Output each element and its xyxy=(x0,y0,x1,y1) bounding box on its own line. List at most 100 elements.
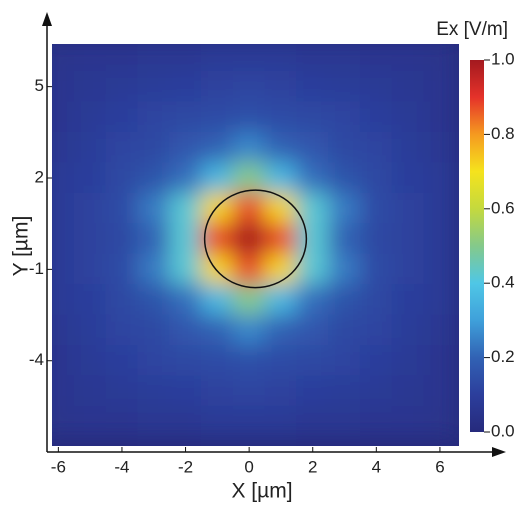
heatmap-cell xyxy=(391,70,425,103)
heatmap-cell xyxy=(423,223,457,255)
heatmap-cell xyxy=(423,192,457,225)
heatmap-cell xyxy=(169,192,202,225)
x-axis-label: X [µm] xyxy=(231,480,292,503)
heatmap-cell xyxy=(359,253,393,286)
heatmap-cell xyxy=(391,131,425,164)
heatmap-cell xyxy=(73,192,107,225)
heatmap-cell xyxy=(200,131,234,164)
x-tick-label: -4 xyxy=(114,457,129,476)
heatmap-cell xyxy=(391,44,425,72)
heatmap xyxy=(52,44,457,438)
heatmap-cell xyxy=(391,253,425,286)
heatmap-cell xyxy=(328,101,361,133)
colorbar-title: Ex [V/m] xyxy=(436,19,508,40)
heatmap-cell xyxy=(73,405,107,438)
heatmap-cell xyxy=(137,192,171,225)
heatmap-cell xyxy=(232,345,266,377)
x-axis-arrow xyxy=(492,447,506,457)
heatmap-cell xyxy=(264,162,298,194)
heatmap-cell xyxy=(105,101,139,133)
heatmap-cell xyxy=(359,70,393,103)
heatmap-cell xyxy=(200,314,234,346)
heatmap-cell xyxy=(391,345,425,377)
heatmap-cell xyxy=(52,314,75,346)
heatmap-cell xyxy=(105,314,139,346)
heatmap-cell xyxy=(423,375,457,407)
heatmap-cell xyxy=(137,284,171,316)
heatmap-cell xyxy=(73,131,107,164)
heatmap-cell xyxy=(137,44,171,72)
heatmap-cell xyxy=(169,375,202,407)
heatmap-cell xyxy=(137,405,171,438)
heatmap-cell xyxy=(328,192,361,225)
heatmap-cell xyxy=(328,70,361,103)
heatmap-cell xyxy=(105,131,139,164)
heatmap-cell xyxy=(296,44,330,72)
heatmap-cell xyxy=(52,162,75,194)
heatmap-cell xyxy=(264,101,298,133)
heatmap-cell xyxy=(105,253,139,286)
heatmap-cell xyxy=(169,101,202,133)
heatmap-cell xyxy=(52,345,75,377)
heatmap-cell xyxy=(200,44,234,72)
heatmap-cell xyxy=(52,192,75,225)
heatmap-cell xyxy=(200,101,234,133)
heatmap-cell xyxy=(105,284,139,316)
heatmap-cell xyxy=(73,162,107,194)
heatmap-cell xyxy=(169,405,202,438)
heatmap-cell xyxy=(264,131,298,164)
colorbar-tick-label: 0.0 xyxy=(491,421,515,440)
heatmap-cell xyxy=(391,192,425,225)
heatmap-cell xyxy=(391,375,425,407)
heatmap-cell xyxy=(73,223,107,255)
heatmap-cell xyxy=(232,253,266,286)
colorbar xyxy=(470,60,484,432)
heatmap-cell xyxy=(200,70,234,103)
heatmap-cell xyxy=(73,70,107,103)
colorbar-tick-label: 0.8 xyxy=(491,124,515,143)
heatmap-cell xyxy=(296,131,330,164)
heatmap-cell xyxy=(105,70,139,103)
heatmap-cell xyxy=(391,314,425,346)
heatmap-cell xyxy=(232,284,266,316)
heatmap-cell xyxy=(52,101,75,133)
heatmap-cell xyxy=(423,131,457,164)
heatmap-cell xyxy=(232,101,266,133)
y-tick-label: -1 xyxy=(29,259,44,278)
heatmap-cell xyxy=(169,253,202,286)
heatmap-cell xyxy=(296,253,330,286)
heatmap-cell xyxy=(105,405,139,438)
x-tick-label: -6 xyxy=(51,457,66,476)
heatmap-cell xyxy=(52,131,75,164)
heatmap-cell xyxy=(328,223,361,255)
heatmap-cell xyxy=(359,284,393,316)
y-tick-label: -4 xyxy=(29,350,44,369)
heatmap-cell xyxy=(52,223,75,255)
heatmap-cell xyxy=(73,44,107,72)
heatmap-cell xyxy=(137,101,171,133)
heatmap-cell xyxy=(264,345,298,377)
heatmap-cell xyxy=(296,70,330,103)
heatmap-cell xyxy=(264,192,298,225)
heatmap-cell xyxy=(359,162,393,194)
heatmap-cell xyxy=(423,345,457,377)
heatmap-cell xyxy=(391,223,425,255)
heatmap-cell xyxy=(423,314,457,346)
heatmap-cell xyxy=(296,375,330,407)
heatmap-cell xyxy=(73,314,107,346)
heatmap-cell xyxy=(391,405,425,438)
heatmap-cell xyxy=(359,345,393,377)
heatmap-cell xyxy=(296,162,330,194)
heatmap-cell xyxy=(200,345,234,377)
heatmap-cell xyxy=(264,253,298,286)
heatmap-cell xyxy=(73,345,107,377)
heatmap-cell xyxy=(359,375,393,407)
heatmap-cell xyxy=(169,44,202,72)
heatmap-cell xyxy=(105,375,139,407)
colorbar-tick-label: 0.4 xyxy=(491,273,515,292)
heatmap-cell xyxy=(423,44,457,72)
heatmap-cell xyxy=(169,131,202,164)
heatmap-cell xyxy=(328,314,361,346)
heatmap-cell xyxy=(423,284,457,316)
heatmap-cell xyxy=(52,70,75,103)
